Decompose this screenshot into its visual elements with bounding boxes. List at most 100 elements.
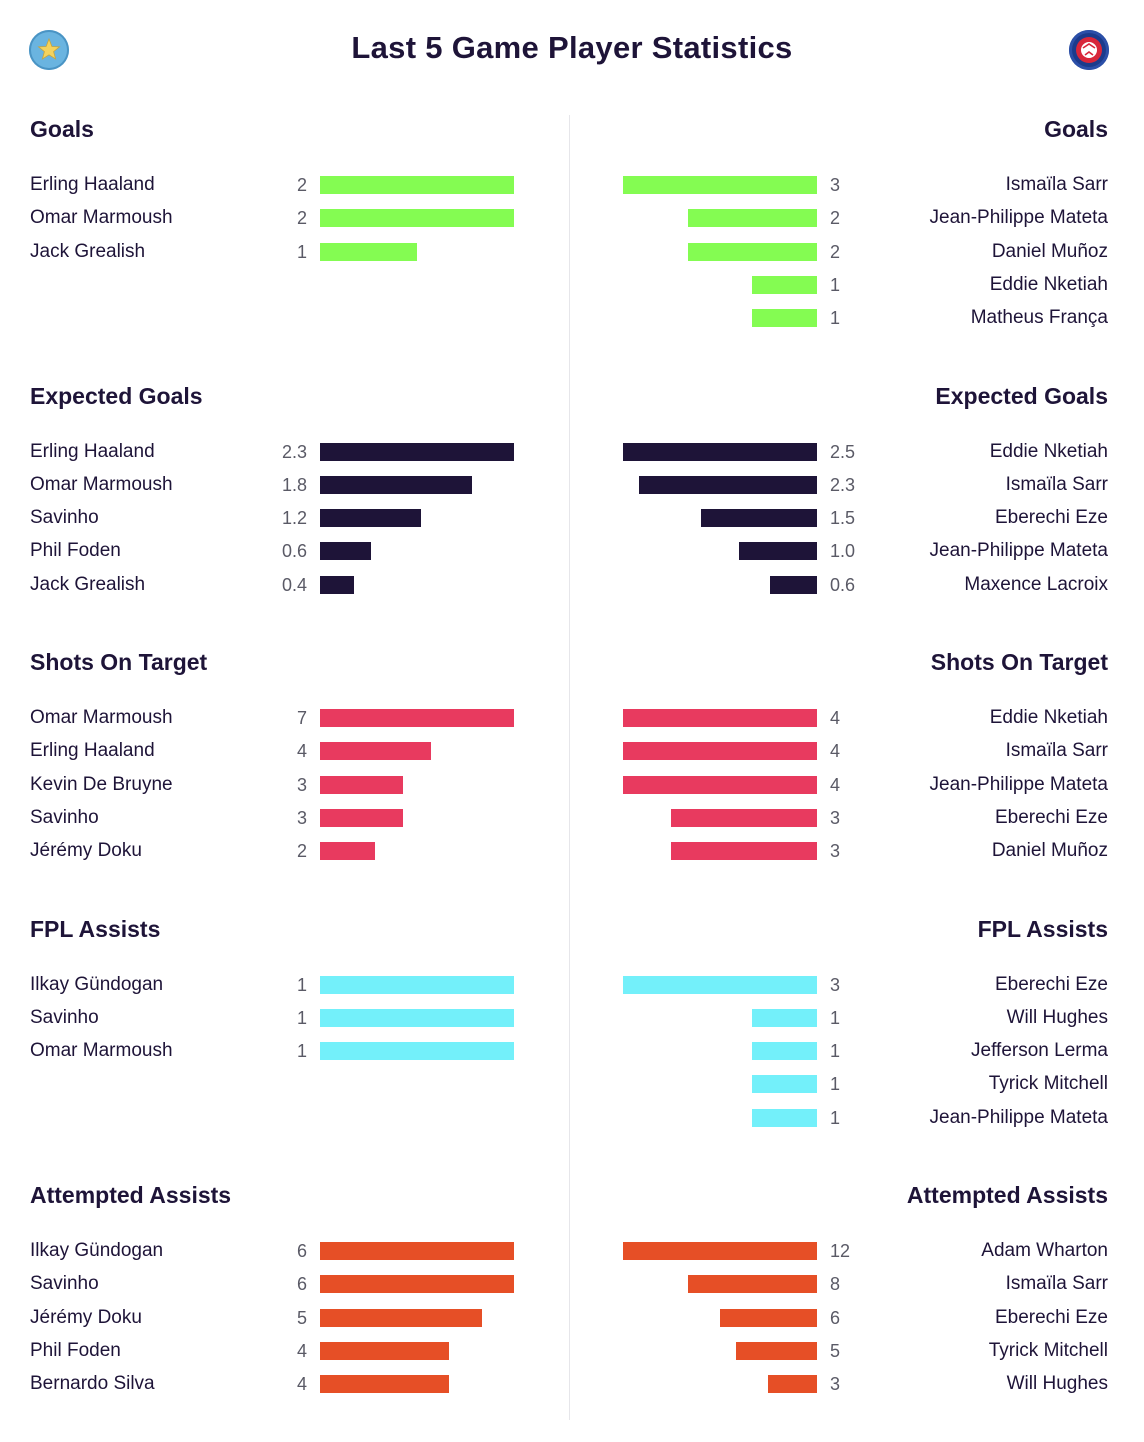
player-row[interactable]: Jean-Philippe Mateta 1.0 (584, 538, 1144, 564)
stat-bar (688, 1275, 817, 1294)
player-name: Maxence Lacroix (964, 573, 1108, 595)
stat-value: 2.3 (281, 441, 307, 462)
player-name: Omar Marmoush (30, 707, 173, 728)
column-divider (569, 115, 570, 1420)
player-row[interactable]: Savinho 1.2 (0, 505, 560, 531)
stat-section: Attempted Assists Ilkay Gündogan 6 Savinho 6… (0, 1182, 560, 1442)
stat-section: Goals Erling Haaland 2 Omar Marmoush 2 Jack G… (0, 116, 560, 376)
stat-value: 2 (296, 175, 307, 195)
player-row[interactable]: Jack Grealish 1 (0, 239, 560, 265)
player-row[interactable]: Jean-Philippe Mateta 1 (584, 1105, 1144, 1131)
stat-bar (320, 209, 514, 228)
player-row[interactable]: Eddie Nketiah 4 (584, 705, 1144, 731)
stat-value: 1 (296, 974, 307, 995)
stat-value: 5 (830, 1340, 841, 1361)
player-row[interactable]: Jean-Philippe Mateta 4 (584, 772, 1144, 798)
player-row[interactable]: Savinho 3 (0, 805, 560, 831)
player-row[interactable]: Erling Haaland 4 (0, 738, 560, 764)
stat-bar (320, 442, 514, 461)
player-row[interactable]: Adam Wharton 12 (584, 1238, 1144, 1264)
player-row[interactable]: Ilkay Gündogan 6 (0, 1238, 560, 1264)
player-row[interactable]: Omar Marmoush 2 (0, 205, 560, 231)
player-row[interactable]: Tyrick Mitchell 5 (584, 1338, 1144, 1364)
player-row[interactable]: Bernardo Silva 4 (0, 1371, 560, 1397)
stat-value: 4 (296, 1374, 307, 1395)
stat-bar (623, 709, 817, 727)
player-name: Adam Wharton (981, 1240, 1108, 1261)
stat-bar (320, 808, 403, 827)
player-row[interactable]: Eberechi Eze 3 (584, 972, 1144, 998)
player-row[interactable]: Ismaïla Sarr 3 (584, 172, 1144, 198)
player-name: Ismaïla Sarr (1005, 473, 1108, 495)
stat-bar (752, 1008, 817, 1027)
player-row[interactable]: Kevin De Bruyne 3 (0, 772, 560, 798)
player-row[interactable]: Omar Marmoush 1 (0, 1038, 560, 1064)
home-team-badge[interactable] (29, 30, 69, 70)
player-row[interactable]: Ilkay Gündogan 1 (0, 972, 560, 998)
stat-bar (320, 509, 421, 528)
stat-bar (639, 475, 817, 494)
stat-bar (320, 1308, 482, 1327)
player-name: Phil Foden (30, 1339, 121, 1361)
stat-value: 4 (830, 741, 841, 762)
player-row[interactable]: Savinho 6 (0, 1271, 560, 1297)
player-row[interactable]: Eddie Nketiah 2.5 (584, 439, 1144, 465)
player-row[interactable]: Jérémy Doku 5 (0, 1305, 560, 1331)
player-row[interactable]: Eberechi Eze 3 (584, 805, 1144, 831)
player-row[interactable]: Tyrick Mitchell 1 (584, 1071, 1144, 1097)
player-name: Phil Foden (30, 540, 121, 562)
stat-bar (623, 1242, 817, 1260)
player-row[interactable]: Ismaïla Sarr 8 (584, 1271, 1144, 1297)
player-row[interactable]: Savinho 1 (0, 1005, 560, 1031)
player-row[interactable]: Ismaïla Sarr 2.3 (584, 472, 1144, 498)
player-row[interactable]: Omar Marmoush 1.8 (0, 472, 560, 498)
player-row[interactable]: Omar Marmoush 7 (0, 705, 560, 731)
player-name: Bernardo Silva (30, 1373, 155, 1395)
ball-icon (1076, 37, 1102, 63)
player-row[interactable]: Erling Haaland 2.3 (0, 439, 560, 465)
stat-value: 1 (296, 1041, 307, 1062)
stat-value: 4 (296, 1340, 307, 1361)
player-row[interactable]: Erling Haaland 2 (0, 172, 560, 198)
player-name: Omar Marmoush (30, 1040, 173, 1062)
player-row[interactable]: Jérémy Doku 2 (0, 838, 560, 864)
stat-value: 1 (830, 1041, 841, 1062)
player-row[interactable]: Matheus França 1 (584, 305, 1144, 331)
stat-bar (320, 475, 472, 494)
player-row[interactable]: Daniel Muñoz 3 (584, 838, 1144, 864)
stat-bar (736, 1341, 817, 1360)
stat-value: 7 (296, 708, 307, 728)
stat-value: 6 (830, 1307, 841, 1328)
player-row[interactable]: Eddie Nketiah 1 (584, 272, 1144, 298)
player-row[interactable]: Maxence Lacroix 0.6 (584, 572, 1144, 598)
stat-value: 2.3 (830, 474, 856, 495)
player-row[interactable]: Eberechi Eze 1.5 (584, 505, 1144, 531)
player-row[interactable]: Will Hughes 1 (584, 1005, 1144, 1031)
stat-value: 1 (830, 1107, 841, 1128)
stat-section: FPL Assists Eberechi Eze 3 Will Hughes 1 Jeff… (584, 916, 1144, 1176)
player-name: Savinho (30, 1273, 99, 1295)
player-name: Omar Marmoush (30, 207, 173, 229)
player-row[interactable]: Phil Foden 0.6 (0, 538, 560, 564)
player-row[interactable]: Eberechi Eze 6 (584, 1305, 1144, 1331)
player-row[interactable]: Will Hughes 3 (584, 1371, 1144, 1397)
player-name: Savinho (30, 507, 99, 529)
away-team-badge[interactable] (1069, 30, 1109, 70)
player-row[interactable]: Phil Foden 4 (0, 1338, 560, 1364)
stat-value: 0.6 (830, 574, 856, 595)
stat-value: 6 (296, 1274, 307, 1295)
stat-value: 2 (830, 241, 841, 262)
player-row[interactable]: Daniel Muñoz 2 (584, 239, 1144, 265)
player-row[interactable]: Ismaïla Sarr 4 (584, 738, 1144, 764)
player-row[interactable]: Jack Grealish 0.4 (0, 572, 560, 598)
section-title: FPL Assists (977, 915, 1108, 942)
stat-value: 3 (296, 774, 307, 795)
player-row[interactable]: Jean-Philippe Mateta 2 (584, 205, 1144, 231)
stat-bar (739, 542, 817, 561)
section-title: FPL Assists (30, 915, 161, 942)
section-title: Expected Goals (935, 382, 1108, 409)
player-name: Daniel Muñoz (991, 840, 1108, 862)
player-name: Jérémy Doku (30, 840, 142, 862)
player-row[interactable]: Jefferson Lerma 1 (584, 1038, 1144, 1064)
stat-bar (752, 1075, 817, 1094)
